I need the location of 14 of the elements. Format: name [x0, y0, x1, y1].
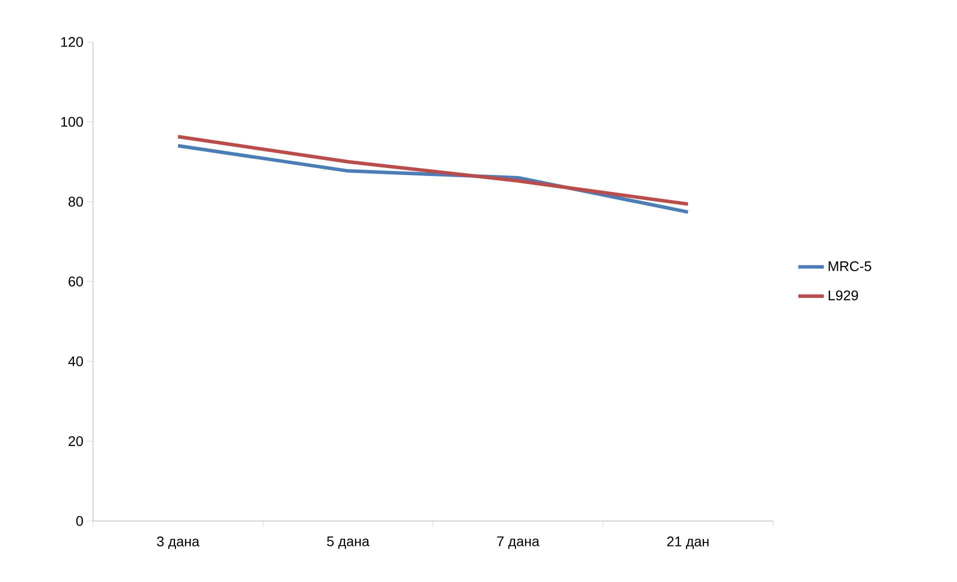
legend-label: MRC-5 — [828, 261, 872, 272]
line-series — [176, 134, 690, 206]
y-tick-label: 120 — [61, 37, 83, 47]
y-tick-label: 20 — [68, 436, 83, 446]
y-tick-label: 100 — [61, 116, 83, 127]
x-tick-label: 3 дана — [157, 536, 200, 550]
y-tick-label: 0 — [76, 516, 83, 526]
y-tick-label: 40 — [68, 356, 83, 366]
x-tick-label: 7 дана — [497, 536, 540, 549]
y-tick-label: 60 — [68, 276, 83, 286]
legend-label: L929 — [828, 290, 858, 300]
y-tick-label: 80 — [68, 196, 83, 207]
x-tick-label: 5 дана — [327, 536, 370, 549]
x-tick-label: 21 дан — [667, 536, 709, 550]
